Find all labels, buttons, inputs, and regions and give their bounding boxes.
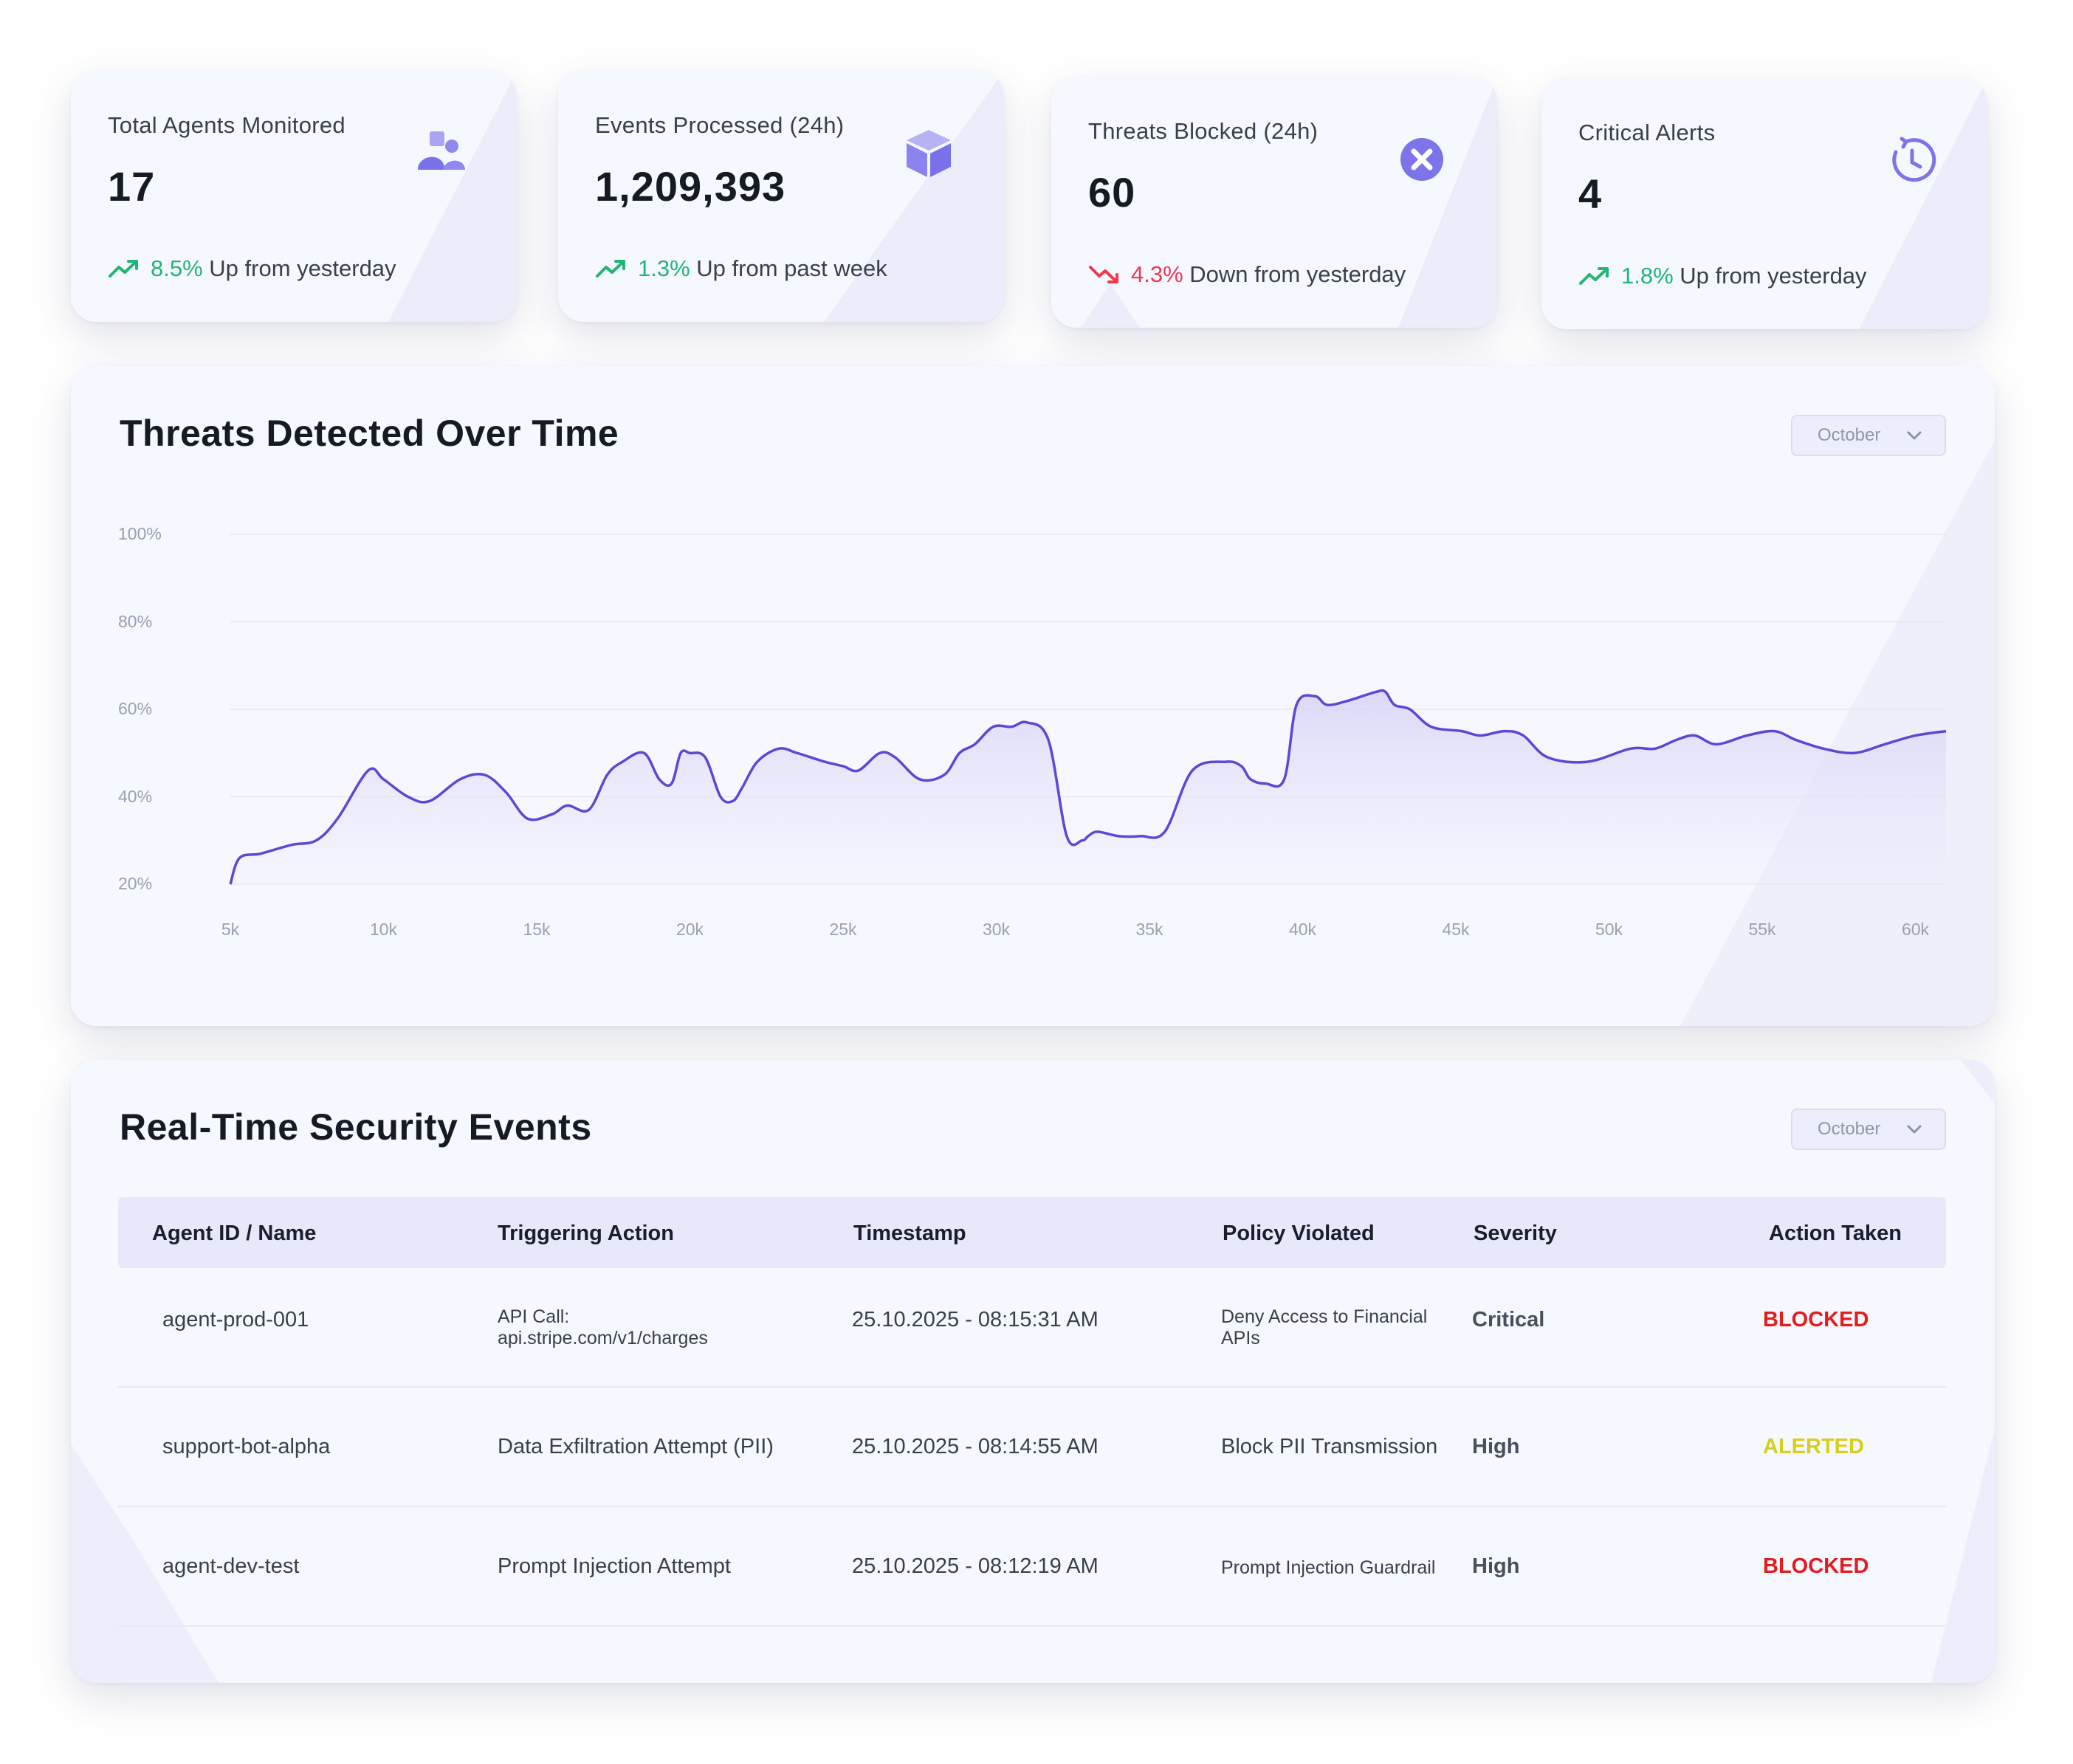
kpi-card-agents: Total Agents Monitored 17 8.5% Up from y… xyxy=(71,71,517,322)
users-icon xyxy=(415,127,468,180)
x-tick-label: 50k xyxy=(1595,920,1623,939)
table-header: Agent ID / Name Triggering Action Timest… xyxy=(118,1197,1946,1268)
table-row[interactable]: support-bot-alpha Data Exfiltration Atte… xyxy=(118,1388,1946,1507)
action-taken-badge: BLOCKED xyxy=(1763,1554,1869,1578)
agent-name: agent-prod-001 xyxy=(162,1308,309,1331)
timestamp: 25.10.2025 - 08:15:31 AM xyxy=(852,1308,1099,1331)
x-tick-label: 35k xyxy=(1135,920,1163,939)
column-header[interactable]: Triggering Action xyxy=(498,1222,674,1245)
policy-violated: Deny Access to Financial APIs xyxy=(1221,1306,1427,1349)
trend-up-icon xyxy=(109,260,138,278)
y-tick-label: 80% xyxy=(118,611,153,631)
table-row[interactable]: agent-dev-test Prompt Injection Attempt … xyxy=(118,1507,1946,1627)
kpi-value: 4 xyxy=(1578,170,1603,217)
month-dropdown-value: October xyxy=(1818,1119,1881,1139)
severity: High xyxy=(1472,1554,1520,1578)
kpi-label: Critical Alerts xyxy=(1578,120,1716,145)
kpi-label: Threats Blocked (24h) xyxy=(1088,118,1319,144)
x-tick-label: 30k xyxy=(982,920,1011,939)
x-tick-label: 55k xyxy=(1748,920,1776,939)
x-tick-label: 15k xyxy=(523,920,551,939)
kpi-trend-percent: 4.3% xyxy=(1131,261,1183,287)
kpi-label: Events Processed (24h) xyxy=(595,112,845,138)
column-header[interactable]: Action Taken xyxy=(1769,1222,1902,1245)
x-circle-icon xyxy=(1395,133,1448,186)
month-dropdown-value: October xyxy=(1818,425,1881,445)
severity: High xyxy=(1472,1435,1520,1458)
trend-up-icon xyxy=(1579,267,1609,285)
kpi-trend: 8.5% Up from yesterday xyxy=(108,255,396,282)
triggering-action-line: API Call: xyxy=(498,1306,570,1327)
triggering-action: API Call: api.stripe.com/v1/charges xyxy=(498,1306,708,1349)
policy-violated: Prompt Injection Guardrail xyxy=(1221,1557,1436,1578)
x-tick-label: 40k xyxy=(1288,920,1317,939)
kpi-trend-percent: 1.3% xyxy=(638,255,690,281)
y-tick-label: 100% xyxy=(118,524,162,543)
kpi-trend-percent: 1.8% xyxy=(1621,263,1674,289)
column-header[interactable]: Timestamp xyxy=(853,1222,966,1245)
policy-line: APIs xyxy=(1221,1328,1260,1348)
severity: Critical xyxy=(1472,1308,1545,1331)
chevron-down-icon xyxy=(1907,431,1922,440)
kpi-trend-text: Down from yesterday xyxy=(1189,261,1406,287)
column-header[interactable]: Policy Violated xyxy=(1223,1222,1375,1245)
x-tick-label: 45k xyxy=(1442,920,1470,939)
action-taken-badge: ALERTED xyxy=(1763,1435,1864,1458)
kpi-card-threats-blocked: Threats Blocked (24h) 60 4.3% Down from … xyxy=(1051,77,1497,328)
history-icon xyxy=(1885,134,1939,187)
series-area xyxy=(230,690,1946,884)
kpi-trend: 1.3% Up from past week xyxy=(595,255,887,282)
y-tick-label: 40% xyxy=(118,786,153,806)
threats-area-chart xyxy=(229,534,1947,885)
series-line xyxy=(229,689,1947,885)
kpi-trend-text: Up from yesterday xyxy=(1680,263,1867,289)
kpi-value: 60 xyxy=(1088,169,1136,216)
kpi-label: Total Agents Monitored xyxy=(108,112,346,138)
chart-title: Threats Detected Over Time xyxy=(120,413,619,454)
events-title: Real-Time Security Events xyxy=(120,1106,592,1148)
agent-name: agent-dev-test xyxy=(162,1554,300,1578)
agent-name: support-bot-alpha xyxy=(162,1435,331,1458)
column-header[interactable]: Severity xyxy=(1474,1222,1557,1245)
x-tick-label: 10k xyxy=(369,920,398,939)
kpi-value: 17 xyxy=(108,163,156,210)
kpi-card-events: Events Processed (24h) 1,209,393 1.3% Up… xyxy=(558,71,1004,322)
kpi-trend-percent: 8.5% xyxy=(151,255,203,281)
kpi-trend: 1.8% Up from yesterday xyxy=(1578,263,1867,289)
triggering-action-line: api.stripe.com/v1/charges xyxy=(498,1328,708,1348)
trend-down-icon xyxy=(1089,266,1118,283)
triggering-action: Data Exfiltration Attempt (PII) xyxy=(498,1435,774,1458)
kpi-trend: 4.3% Down from yesterday xyxy=(1088,261,1406,288)
triggering-action: Prompt Injection Attempt xyxy=(498,1554,731,1578)
y-tick-label: 60% xyxy=(118,699,153,718)
action-taken-badge: BLOCKED xyxy=(1763,1308,1869,1331)
card-decoration xyxy=(1859,78,1987,329)
y-tick-label: 20% xyxy=(118,874,153,893)
kpi-trend-text: Up from yesterday xyxy=(209,255,396,281)
trend-up-icon xyxy=(596,260,625,278)
kpi-value: 1,209,393 xyxy=(595,163,786,210)
x-tick-label: 20k xyxy=(675,920,704,939)
x-tick-label: 5k xyxy=(221,920,240,939)
column-header[interactable]: Agent ID / Name xyxy=(152,1222,317,1245)
kpi-trend-text: Up from past week xyxy=(696,255,887,281)
x-tick-label: 60k xyxy=(1901,920,1930,939)
timestamp: 25.10.2025 - 08:12:19 AM xyxy=(852,1554,1099,1578)
security-events-panel: Real-Time Security Events October Agent … xyxy=(71,1060,1995,1683)
policy-line: Deny Access to Financial xyxy=(1221,1306,1428,1327)
month-dropdown[interactable]: October xyxy=(1791,415,1946,456)
threats-chart-panel: Threats Detected Over Time October 100% 8… xyxy=(71,366,1995,1026)
month-dropdown[interactable]: October xyxy=(1791,1109,1946,1150)
table-row[interactable]: agent-prod-001 API Call: api.stripe.com/… xyxy=(118,1268,1946,1388)
x-tick-label: 25k xyxy=(829,920,857,939)
kpi-card-critical-alerts: Critical Alerts 4 1.8% Up from yesterday xyxy=(1541,78,1987,329)
cube-icon xyxy=(902,127,955,180)
timestamp: 25.10.2025 - 08:14:55 AM xyxy=(852,1435,1099,1458)
policy-violated: Block PII Transmission xyxy=(1221,1435,1438,1458)
chevron-down-icon xyxy=(1907,1125,1922,1134)
